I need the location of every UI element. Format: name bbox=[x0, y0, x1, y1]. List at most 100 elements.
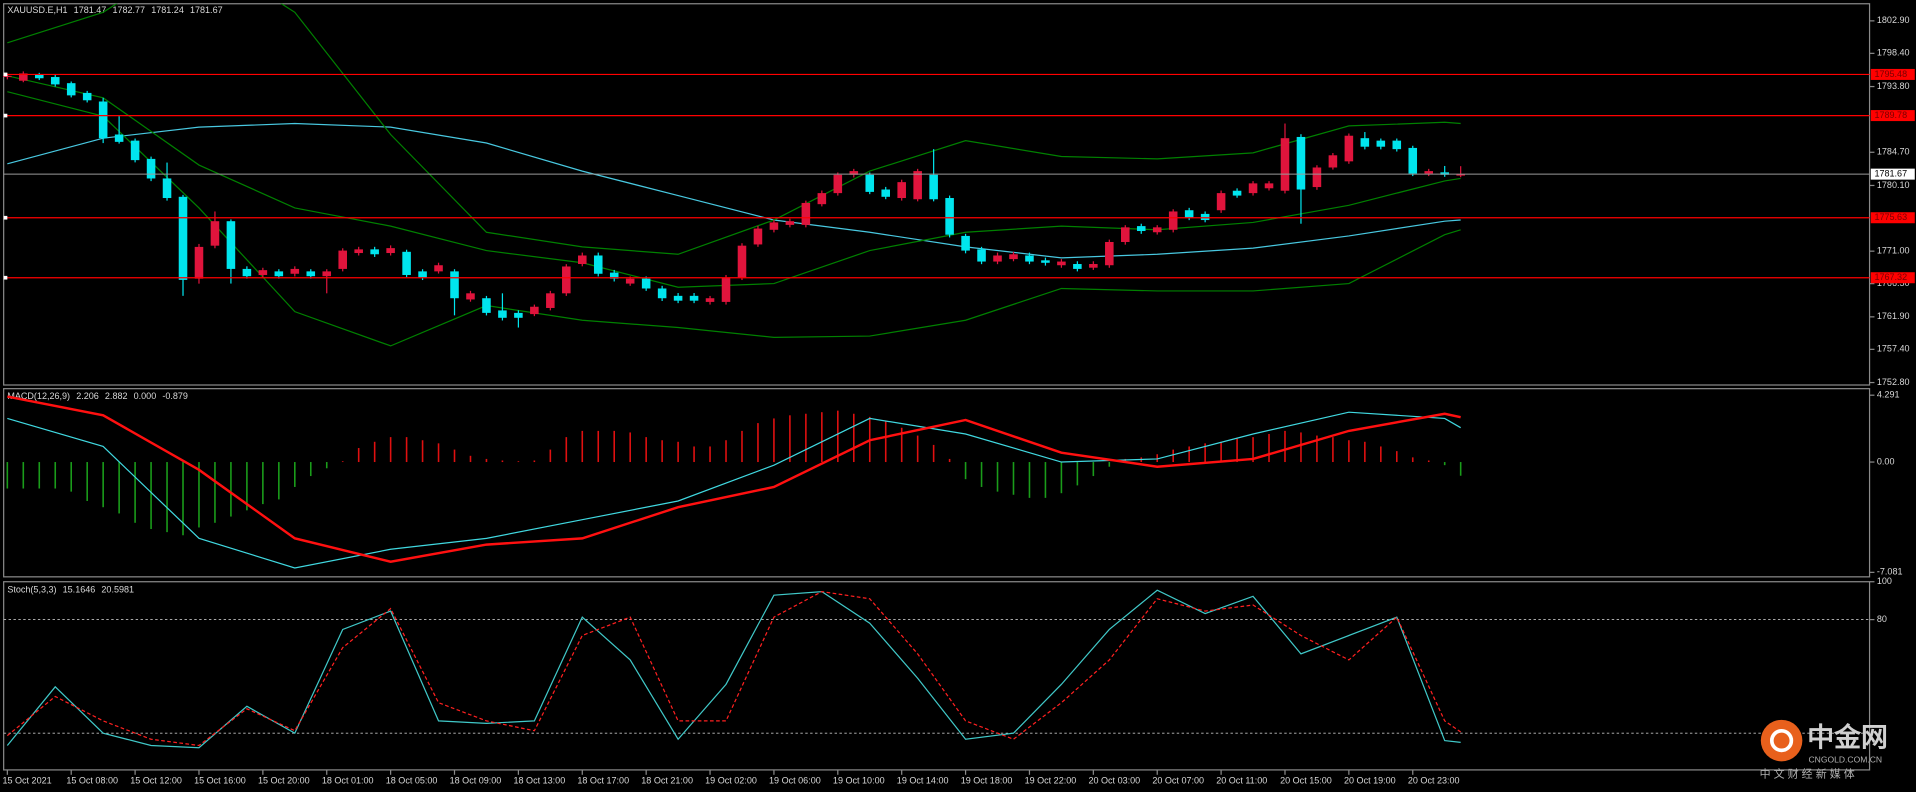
candle-body bbox=[3, 75, 12, 78]
candle-body bbox=[993, 255, 1002, 262]
y-tick-label: 1761.90 bbox=[1877, 311, 1910, 321]
x-tick-label: 15 Oct 12:00 bbox=[130, 775, 182, 785]
indicator-line bbox=[6, 590, 1462, 747]
watermark-logo bbox=[1760, 719, 1803, 762]
indicator-line bbox=[6, 589, 1461, 749]
candle-body bbox=[1248, 183, 1258, 194]
level-marker bbox=[3, 72, 8, 77]
candle-body bbox=[929, 174, 938, 200]
x-tick-label: 20 Oct 03:00 bbox=[1088, 775, 1140, 785]
candle-body bbox=[737, 245, 747, 278]
panel-header: MACD(12,26,9) 2.206 2.882 0.000 -0.879 bbox=[7, 392, 188, 402]
readout-value: 1782.77 bbox=[112, 5, 145, 15]
x-tick-label: 19 Oct 14:00 bbox=[897, 775, 949, 785]
watermark-site: CNGOLD.COM.CN bbox=[1808, 754, 1882, 764]
y-tick-label: 0.00 bbox=[1877, 456, 1895, 466]
candle-body bbox=[945, 198, 954, 235]
candle-body bbox=[450, 271, 459, 299]
candle-body bbox=[130, 140, 140, 161]
panel-title: Stoch(5,3,3) bbox=[7, 585, 56, 595]
y-tick-label: 1780.10 bbox=[1877, 180, 1910, 190]
candle-body bbox=[354, 249, 363, 254]
candle-body bbox=[402, 251, 411, 275]
candle-body bbox=[578, 255, 587, 265]
x-tick-label: 20 Oct 07:00 bbox=[1152, 775, 1204, 785]
candle-body bbox=[689, 295, 699, 301]
candle-body bbox=[1216, 193, 1226, 211]
y-tick-label: 4.291 bbox=[1877, 390, 1900, 400]
level-label-box bbox=[1870, 212, 1915, 224]
x-tick-label: 20 Oct 15:00 bbox=[1280, 775, 1332, 785]
candle-body bbox=[562, 266, 571, 294]
candle-body bbox=[1312, 167, 1322, 188]
candle-body bbox=[897, 182, 906, 199]
x-tick-label: 18 Oct 21:00 bbox=[641, 775, 693, 785]
candle-body bbox=[657, 288, 667, 299]
candle-body bbox=[530, 306, 539, 315]
x-tick-label: 20 Oct 23:00 bbox=[1408, 775, 1460, 785]
level-label: 1775.63 bbox=[1874, 212, 1907, 222]
candle-body bbox=[210, 221, 220, 246]
y-tick-label: 80 bbox=[1877, 614, 1887, 624]
candle-body bbox=[290, 268, 300, 274]
watermark: 中金网 CNGOLD.COM.CN 中 文 财 经 新 媒 体 bbox=[1760, 719, 1888, 781]
current-price-box bbox=[1870, 168, 1915, 180]
level-marker bbox=[3, 215, 8, 220]
stoch-panel bbox=[3, 581, 1871, 771]
candle-body bbox=[1264, 183, 1274, 189]
candle-body bbox=[625, 278, 635, 284]
candle-body bbox=[609, 272, 619, 279]
candle-body bbox=[1089, 264, 1098, 268]
candle-body bbox=[306, 271, 316, 277]
candle-body bbox=[66, 83, 76, 96]
candle-body bbox=[546, 293, 555, 308]
panel-header: Stoch(5,3,3) 15.1646 20.5981 bbox=[7, 585, 134, 595]
candle-body bbox=[913, 171, 922, 200]
level-marker bbox=[3, 113, 8, 118]
level-label: 1795.48 bbox=[1874, 69, 1907, 79]
macd-panel bbox=[3, 388, 1871, 578]
candle-body bbox=[50, 77, 60, 85]
readout-value: 1781.24 bbox=[151, 5, 184, 15]
candle-body bbox=[162, 178, 172, 199]
watermark-brand: 中金网 bbox=[1807, 721, 1888, 752]
candle-body bbox=[865, 174, 875, 192]
candle-body bbox=[705, 298, 715, 302]
candle-body bbox=[386, 248, 395, 254]
candle-body bbox=[274, 271, 284, 277]
candle-body bbox=[1424, 171, 1434, 174]
candle-body bbox=[1232, 190, 1242, 196]
x-tick-label: 20 Oct 19:00 bbox=[1344, 775, 1396, 785]
y-tick-label: 100 bbox=[1877, 576, 1892, 586]
candle-body bbox=[1057, 261, 1066, 266]
panel-title: XAUUSD.E,H1 bbox=[7, 5, 67, 15]
candle-body bbox=[194, 246, 204, 279]
candle-body bbox=[1041, 260, 1050, 263]
candle-body bbox=[466, 293, 475, 300]
x-tick-label: 18 Oct 05:00 bbox=[386, 775, 438, 785]
candle-body bbox=[34, 74, 44, 79]
candle-body bbox=[977, 249, 986, 262]
candle-body bbox=[961, 235, 970, 251]
candle-body bbox=[82, 92, 92, 101]
candle-body bbox=[1456, 174, 1465, 176]
candle-body bbox=[1392, 140, 1402, 150]
y-tick-label: 1771.00 bbox=[1877, 246, 1910, 256]
candle-body bbox=[833, 174, 843, 194]
candle-body bbox=[1152, 227, 1162, 233]
candle-body bbox=[1073, 264, 1082, 269]
y-tick-label: 1802.90 bbox=[1877, 15, 1910, 25]
candle-body bbox=[482, 298, 491, 313]
candle-body bbox=[801, 202, 811, 225]
panel-title: MACD(12,26,9) bbox=[7, 392, 70, 402]
level-label-box bbox=[1870, 110, 1915, 122]
indicator-line bbox=[7, 411, 1461, 569]
level-label: 1789.78 bbox=[1874, 110, 1907, 120]
candle-body bbox=[1168, 211, 1178, 230]
candle-body bbox=[1360, 138, 1370, 147]
readout-value: 0.000 bbox=[134, 392, 157, 402]
x-tick-label: 15 Oct 16:00 bbox=[194, 775, 246, 785]
